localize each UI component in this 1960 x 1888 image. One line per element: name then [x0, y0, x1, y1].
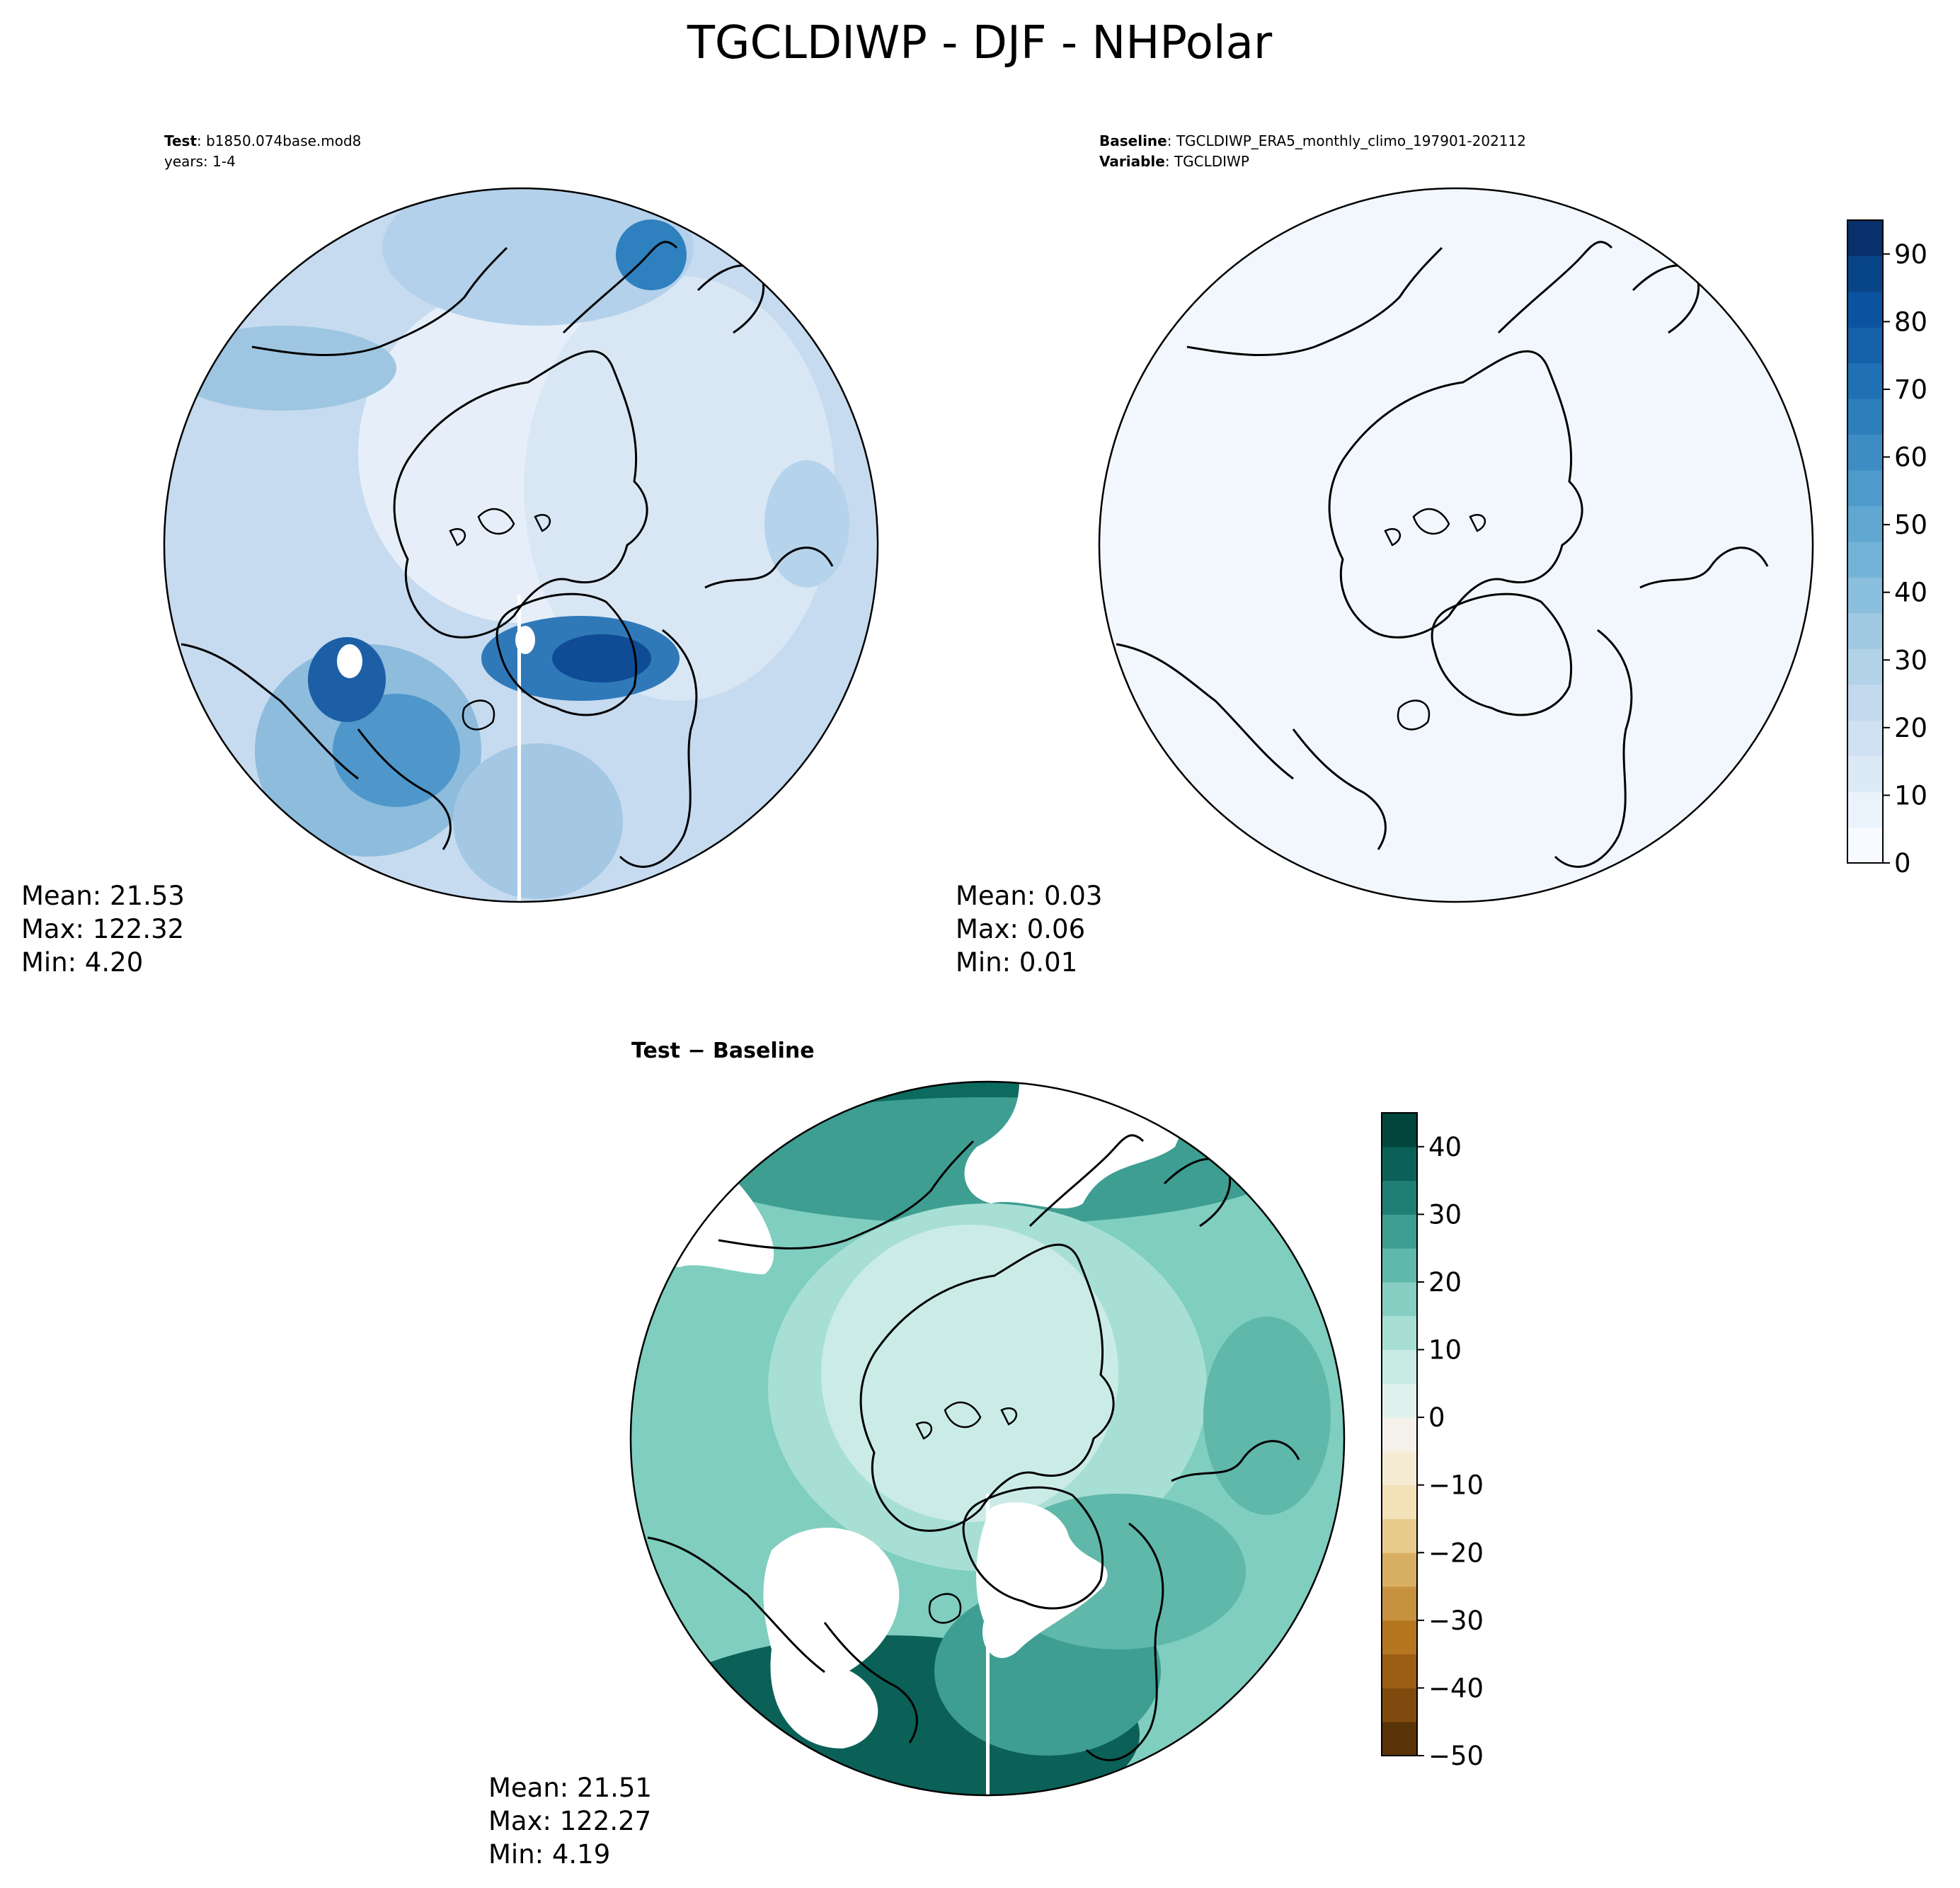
panel-test: Test: b1850.074base.mod8 years: 1-4 Mean… — [21, 132, 879, 978]
colorbar-diff-tick-label: 20 — [1428, 1267, 1462, 1298]
colorbar-top-level-block — [1847, 362, 1883, 399]
colorbar-diff-level-block — [1382, 1451, 1417, 1486]
colorbar-top-level-block — [1847, 648, 1883, 685]
colorbar-diff-tick-label: −10 — [1428, 1470, 1484, 1501]
colorbar-top-tick-label: 30 — [1894, 645, 1927, 675]
colorbar-diff-tick-label: 0 — [1428, 1402, 1445, 1433]
colorbar-diff-tick-label: −30 — [1428, 1606, 1484, 1636]
test-label-line-1: Test: b1850.074base.mod8 — [164, 132, 361, 149]
colorbar-top-level-block — [1847, 434, 1883, 471]
colorbar-top-level-block — [1847, 720, 1883, 757]
colorbar-diff-level-block — [1382, 1146, 1417, 1182]
colorbar-top-level-block — [1847, 542, 1883, 578]
diff-map — [631, 1082, 1344, 1795]
colorbar-diff-level-block — [1382, 1248, 1417, 1283]
colorbar-diff-tick-label: −20 — [1428, 1538, 1484, 1568]
colorbar-diff-tick-label: −40 — [1428, 1673, 1484, 1703]
colorbar-top-tick-label: 10 — [1894, 780, 1927, 811]
colorbar-top-level-block — [1847, 684, 1883, 721]
baseline-map — [1099, 188, 1813, 902]
colorbar-top-tick-label: 50 — [1894, 510, 1927, 540]
colorbar-top-tick-label: 40 — [1894, 578, 1927, 608]
colorbar-diff-level-block — [1382, 1417, 1417, 1452]
colorbar-top-level-block — [1847, 220, 1883, 256]
colorbar-diff-level-block — [1382, 1383, 1417, 1418]
colorbar-diff-level-block — [1382, 1349, 1417, 1384]
test-min: Min: 4.20 — [21, 947, 143, 978]
colorbar-diff-level-block — [1382, 1180, 1417, 1215]
colorbar-diff-level-block — [1382, 1620, 1417, 1655]
colorbar-diff-level-block — [1382, 1552, 1417, 1587]
colorbar-top-frame — [1847, 219, 1884, 864]
colorbar-top-level-block — [1847, 577, 1883, 614]
colorbar-diff: −50 −40 −30 −20 −10 0 10 20 30 40 — [1381, 1112, 1484, 1771]
baseline-label-line-1: Baseline: TGCLDIWP_ERA5_monthly_climo_19… — [1099, 132, 1526, 149]
colorbar-diff-level-block — [1382, 1484, 1417, 1519]
colorbar-top-level-block — [1847, 399, 1883, 435]
test-label-line-2: years: 1-4 — [164, 153, 236, 170]
colorbar-top-tick-label: 80 — [1894, 307, 1927, 337]
colorbar-top-tick-label: 90 — [1894, 239, 1927, 270]
colorbar-diff-tick-label: 40 — [1428, 1132, 1462, 1162]
colorbar-diff-level-block — [1382, 1688, 1417, 1722]
diff-max: Max: 122.27 — [488, 1806, 651, 1836]
colorbar-top-level-block — [1847, 291, 1883, 328]
baseline-min: Min: 0.01 — [956, 947, 1077, 978]
colorbar-diff-level-block — [1382, 1281, 1417, 1317]
panel-diff: Test − Baseline Mean: 21.51 Max: 122.27 … — [488, 1039, 1346, 1870]
colorbar-diff-level-block — [1382, 1722, 1417, 1756]
colorbar-top: 0 10 20 30 40 50 60 70 80 90 — [1847, 219, 1927, 879]
test-max: Max: 122.32 — [21, 914, 184, 944]
colorbar-diff-frame — [1381, 1112, 1418, 1756]
colorbar-top-level-block — [1847, 612, 1883, 649]
colorbar-top-level-block — [1847, 791, 1883, 828]
colorbar-top-tick-label: 0 — [1894, 848, 1911, 879]
colorbar-diff-level-block — [1382, 1518, 1417, 1553]
colorbar-diff-tick-label: 10 — [1428, 1335, 1462, 1366]
figure-title: TGCLDIWP - DJF - NHPolar — [687, 17, 1273, 69]
colorbar-diff-level-block — [1382, 1654, 1417, 1688]
diff-label: Test − Baseline — [631, 1039, 815, 1063]
colorbar-diff-level-block — [1382, 1214, 1417, 1249]
baseline-label-line-2: Variable: TGCLDIWP — [1099, 153, 1249, 170]
colorbar-top-level-block — [1847, 755, 1883, 792]
panel-baseline: Baseline: TGCLDIWP_ERA5_monthly_climo_19… — [956, 132, 1814, 978]
colorbar-top-level-block — [1847, 256, 1883, 292]
diff-mean: Mean: 21.51 — [488, 1773, 652, 1803]
colorbar-diff-tick-label: −50 — [1428, 1741, 1484, 1771]
colorbar-top-level-block — [1847, 827, 1883, 864]
test-mean: Mean: 21.53 — [21, 881, 185, 911]
diff-min: Min: 4.19 — [488, 1839, 610, 1870]
colorbar-diff-level-block — [1382, 1113, 1417, 1148]
colorbar-top-level-block — [1847, 470, 1883, 507]
colorbar-top-level-block — [1847, 505, 1883, 542]
test-map — [164, 188, 878, 902]
colorbar-top-level-block — [1847, 327, 1883, 364]
colorbar-diff-tick-label: 30 — [1428, 1199, 1462, 1230]
colorbar-diff-level-block — [1382, 1586, 1417, 1621]
colorbar-top-tick-label: 60 — [1894, 442, 1927, 473]
colorbar-top-tick-label: 20 — [1894, 713, 1927, 743]
colorbar-top-tick-label: 70 — [1894, 374, 1927, 405]
baseline-max: Max: 0.06 — [956, 914, 1085, 944]
colorbar-diff-level-block — [1382, 1315, 1417, 1351]
baseline-mean: Mean: 0.03 — [956, 881, 1102, 911]
